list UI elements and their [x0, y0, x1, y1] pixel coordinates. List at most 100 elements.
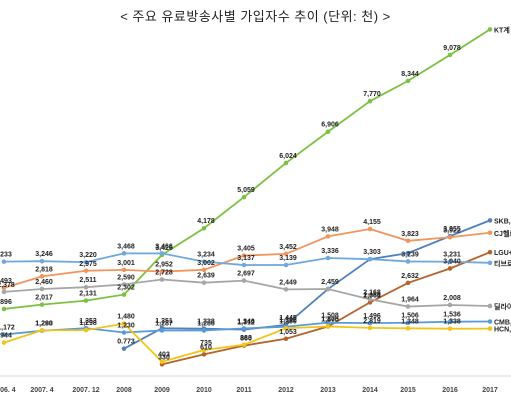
- data-label: 2,818: [35, 266, 53, 273]
- data-point: [367, 320, 373, 326]
- data-point: [447, 259, 453, 265]
- data-point: [487, 230, 493, 236]
- data-label: 6,906: [321, 122, 339, 129]
- data-label: 944: [0, 333, 12, 340]
- data-label: 3,234: [197, 252, 215, 259]
- data-label: 2,728: [155, 270, 173, 277]
- data-label: 3,823: [401, 231, 419, 238]
- data-label: 1,338: [443, 319, 461, 326]
- data-point: [39, 286, 45, 292]
- data-label: 2,590: [117, 274, 135, 281]
- data-label-layer: 896 2,017 2,131 2,302 3,426 4,178 5,059 6,024 6,…: [0, 45, 461, 361]
- data-point: [39, 258, 45, 264]
- x-tick-label: 2013: [320, 387, 336, 394]
- data-label: 3,002: [197, 260, 215, 267]
- data-point: [159, 269, 165, 274]
- data-label: 3,466: [155, 243, 173, 250]
- data-point: [83, 268, 89, 274]
- data-point: [1, 259, 7, 264]
- data-point: [283, 160, 289, 166]
- data-point: [487, 249, 493, 255]
- data-point: [325, 286, 331, 292]
- data-label: 2,632: [401, 273, 419, 280]
- data-label: 1,351: [155, 318, 173, 325]
- data-label: 3,405: [237, 246, 255, 253]
- data-label: 2,449: [279, 279, 297, 286]
- data-label: 1,280: [35, 321, 53, 328]
- data-label: 1,346: [237, 318, 255, 325]
- data-point: [201, 280, 207, 285]
- data-label: 3,955: [443, 226, 461, 233]
- data-point: [367, 226, 373, 232]
- data-label: 1,338: [197, 319, 215, 326]
- data-label: 3,452: [279, 244, 297, 251]
- data-point: [487, 326, 493, 331]
- data-label: 3,948: [321, 226, 339, 233]
- data-label: 1,875: [321, 316, 339, 323]
- data-point: [283, 262, 289, 268]
- data-label: 1,360: [363, 292, 381, 299]
- data-label: 883: [240, 335, 252, 342]
- data-label: 1,286: [197, 321, 215, 328]
- x-tick-label: 2008: [116, 387, 132, 394]
- data-label: 3,426: [155, 245, 173, 252]
- data-label: 1,172: [0, 325, 15, 332]
- x-tick-layer: 2006. 4 2007. 4 2007. 12 2008 2009 2010 2011 20…: [0, 387, 498, 394]
- x-tick-label: 2009: [154, 387, 170, 394]
- data-point: [201, 225, 207, 231]
- data-point: [447, 302, 453, 308]
- data-point: [121, 330, 127, 335]
- data-label: 3,239: [401, 251, 419, 258]
- data-label: 4,155: [363, 219, 381, 226]
- data-point: [283, 287, 289, 292]
- data-label: 610: [200, 344, 212, 351]
- data-point: [83, 284, 89, 290]
- data-label: 2,819: [363, 318, 381, 325]
- data-point: [367, 98, 373, 104]
- data-label: 1,353: [79, 318, 97, 325]
- data-point: [405, 320, 411, 326]
- x-tick-label: 2015: [400, 387, 416, 394]
- data-label: 1,298: [79, 320, 97, 327]
- data-point: [367, 256, 373, 262]
- x-tick-label: 2007. 12: [72, 387, 99, 394]
- data-point: [447, 52, 453, 58]
- x-tick-label: 2011: [236, 387, 251, 394]
- data-label: 2,017: [35, 295, 53, 302]
- data-label: 9,078: [443, 45, 461, 52]
- series-name-label: HCN,: [494, 327, 511, 334]
- data-point: [1, 332, 7, 337]
- data-point: [405, 78, 411, 84]
- data-label: 3,220: [79, 252, 97, 259]
- data-label: 3,922: [443, 227, 461, 234]
- data-point: [39, 274, 45, 279]
- data-point: [83, 259, 89, 265]
- x-tick-label: 2017: [482, 387, 498, 394]
- data-point: [405, 326, 411, 331]
- data-label: 3,336: [321, 248, 339, 255]
- data-point: [121, 292, 127, 297]
- data-point: [121, 267, 127, 273]
- data-label: 1,506: [401, 313, 419, 320]
- data-point: [121, 282, 127, 287]
- data-label: 3,468: [117, 243, 135, 250]
- series-name-label: LGU+: [494, 250, 511, 257]
- data-point: [325, 324, 331, 329]
- data-point: [1, 306, 7, 312]
- series-name-label: 티브로: [494, 259, 511, 268]
- data-label: 1,480: [117, 314, 135, 321]
- data-label: 1,053: [279, 329, 297, 336]
- data-label: 896: [0, 299, 12, 306]
- data-label: 493: [0, 278, 12, 285]
- data-point: [405, 238, 411, 244]
- data-point: [241, 278, 247, 283]
- data-label: 3,001: [117, 260, 135, 267]
- data-point: [121, 321, 127, 326]
- data-point: [367, 325, 373, 331]
- data-label: 2,081: [363, 292, 381, 299]
- data-label: 1,348: [401, 318, 419, 325]
- data-label: 2,131: [79, 291, 97, 298]
- data-point: [241, 262, 247, 268]
- x-tick-label: 2014: [362, 387, 378, 394]
